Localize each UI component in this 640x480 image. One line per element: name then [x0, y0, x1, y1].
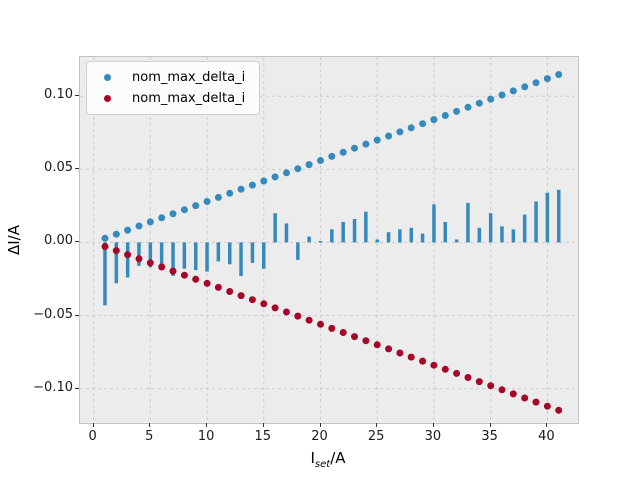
y-tick-label: 0.00	[44, 233, 73, 249]
y-tick-mark	[75, 168, 79, 170]
x-tick-label: 40	[538, 429, 555, 444]
x-axis-label-suffix: /A	[330, 449, 346, 467]
x-tick-label: 0	[88, 429, 97, 444]
blue-dot-icon	[104, 74, 111, 81]
legend-item-label: nom_max_delta_i	[132, 70, 246, 85]
x-tick-mark	[376, 423, 378, 427]
red-dot-icon	[104, 95, 111, 102]
x-tick-label: 5	[145, 429, 154, 444]
x-tick-label: 30	[424, 429, 442, 444]
chart-canvas	[80, 57, 578, 423]
x-tick-mark	[546, 423, 548, 427]
x-tick-mark	[489, 423, 491, 427]
y-tick-label: 0.05	[44, 160, 73, 176]
x-axis-label: Iset/A	[79, 449, 577, 470]
y-axis-label: ΔI/A	[5, 225, 23, 255]
x-axis-label-prefix: I	[310, 449, 315, 467]
x-tick-label: 25	[367, 429, 385, 444]
legend: nom_max_delta_i nom_max_delta_i	[86, 61, 260, 115]
x-tick-label: 15	[254, 429, 272, 444]
y-tick-mark	[75, 387, 79, 389]
x-tick-label: 10	[197, 429, 215, 444]
y-tick-mark	[75, 314, 79, 316]
y-tick-label: −0.10	[33, 379, 73, 395]
legend-item: nom_max_delta_i	[87, 88, 259, 109]
x-tick-label: 35	[481, 429, 498, 444]
x-tick-mark	[319, 423, 321, 427]
y-tick-mark	[75, 95, 79, 97]
legend-item-label: nom_max_delta_i	[132, 91, 246, 106]
y-tick-label: −0.05	[33, 306, 73, 322]
x-tick-mark	[149, 423, 151, 427]
x-tick-mark	[206, 423, 208, 427]
x-tick-mark	[262, 423, 264, 427]
y-tick-label: 0.10	[44, 87, 73, 103]
x-axis-label-subscript: set	[314, 459, 331, 470]
x-tick-mark	[92, 423, 94, 427]
y-tick-mark	[75, 241, 79, 243]
legend-item: nom_max_delta_i	[87, 67, 259, 88]
x-tick-label: 20	[311, 429, 328, 444]
x-tick-mark	[432, 423, 434, 427]
plot-area: nom_max_delta_i nom_max_delta_i	[79, 56, 579, 424]
